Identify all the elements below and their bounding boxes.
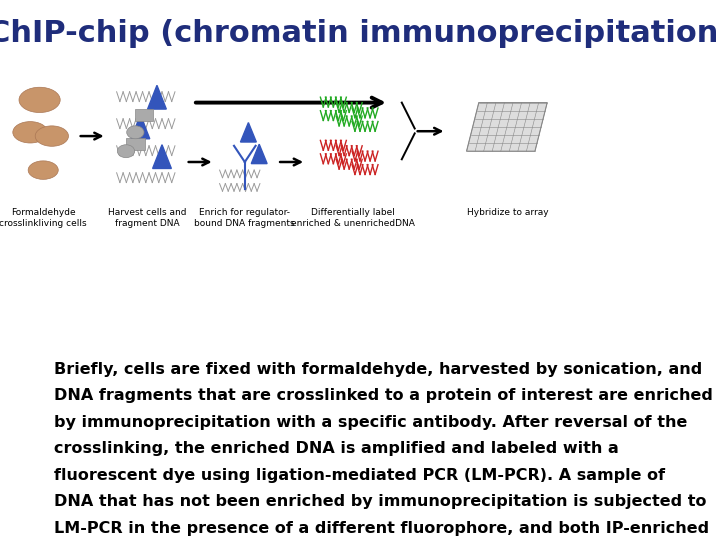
FancyBboxPatch shape [126,138,145,150]
Text: ChIP-chip (chromatin immunoprecipitation): ChIP-chip (chromatin immunoprecipitation… [0,19,720,48]
Ellipse shape [13,122,48,143]
Text: by immunoprecipitation with a specific antibody. After reversal of the: by immunoprecipitation with a specific a… [54,415,688,430]
FancyBboxPatch shape [135,109,153,121]
Circle shape [127,126,144,139]
Text: DNA fragments that are crosslinked to a protein of interest are enriched: DNA fragments that are crosslinked to a … [54,388,713,403]
Text: LM-PCR in the presence of a different fluorophore, and both IP-enriched: LM-PCR in the presence of a different fl… [54,521,709,536]
Polygon shape [131,115,150,139]
Polygon shape [153,145,171,168]
Ellipse shape [35,126,68,146]
Polygon shape [251,144,267,164]
Text: crosslinking, the enriched DNA is amplified and labeled with a: crosslinking, the enriched DNA is amplif… [54,441,618,456]
Ellipse shape [19,87,60,112]
Text: Formaldehyde
crosslinkliving cells: Formaldehyde crosslinkliving cells [0,208,87,228]
Text: Hybridize to array: Hybridize to array [467,208,549,217]
Polygon shape [467,103,547,151]
Text: DNA that has not been enriched by immunoprecipitation is subjected to: DNA that has not been enriched by immuno… [54,494,706,509]
Polygon shape [148,85,166,109]
Text: Differentially label
enriched & unenrichedDNA: Differentially label enriched & unenrich… [291,208,415,228]
Text: Enrich for regulator-
bound DNA fragments: Enrich for regulator- bound DNA fragment… [194,208,295,228]
Text: Harvest cells and
fragment DNA: Harvest cells and fragment DNA [108,208,187,228]
Text: Briefly, cells are fixed with formaldehyde, harvested by sonication, and: Briefly, cells are fixed with formaldehy… [54,362,702,377]
Polygon shape [240,123,256,142]
Text: fluorescent dye using ligation-mediated PCR (LM-PCR). A sample of: fluorescent dye using ligation-mediated … [54,468,665,483]
Ellipse shape [28,161,58,179]
Circle shape [117,145,135,158]
